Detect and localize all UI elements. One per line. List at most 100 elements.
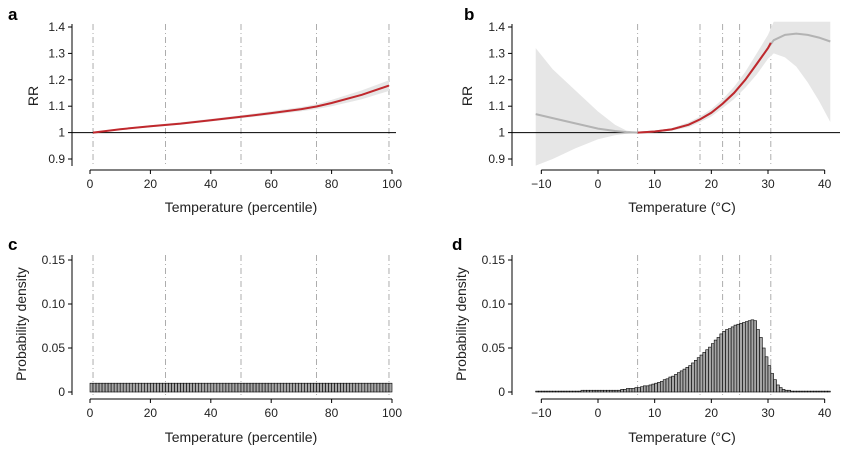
panel-d-x-tick-label: 40	[818, 406, 832, 420]
panel-a-y-tick-label: 0.9	[48, 152, 65, 166]
panel-d-histogram-bar	[662, 379, 667, 393]
panel-b-y-tick-label: 1.1	[488, 99, 505, 113]
panel-letter-c: c	[8, 235, 17, 254]
panel-c-histogram-bar	[310, 382, 314, 393]
panel-d-histogram-bar	[773, 379, 777, 393]
panel-c-histogram-bar	[159, 382, 163, 393]
panel-c-histogram-bar	[122, 382, 127, 393]
panel-d-histogram-bar	[643, 385, 647, 393]
panel-c-histogram-bar	[273, 382, 278, 393]
panel-d-histogram-bar	[645, 385, 650, 393]
panel-d-histogram-bar	[569, 390, 573, 393]
panel-d-histogram-bar	[572, 390, 576, 393]
panel-d-histogram-bar	[600, 389, 604, 393]
panel-c-y-axis-label: Probability density	[13, 267, 29, 381]
panel-d-histogram-bar	[597, 389, 602, 393]
panel-d-histogram-bar	[719, 333, 723, 393]
panel-c-histogram-bar	[340, 382, 344, 393]
panel-d-histogram-bar	[541, 390, 545, 393]
panel-c-histogram-bar	[246, 382, 251, 393]
panel-c-histogram-bar	[316, 382, 320, 393]
panel-d-histogram-bar	[665, 378, 670, 393]
panel-b-x-tick-label: 20	[705, 177, 719, 191]
panel-c-histogram-bar	[165, 382, 169, 393]
panel-c-histogram-bar	[138, 382, 142, 393]
panel-d-histogram-bar	[827, 390, 831, 393]
panel-c-histogram-bar	[382, 382, 387, 393]
panel-d-histogram-bar	[798, 390, 803, 393]
panel-c-histogram-bar	[282, 382, 287, 393]
panel-c-histogram-bar	[234, 382, 239, 393]
panel-d-histogram-bar	[626, 388, 630, 393]
panel-a-y-tick-label: 1	[58, 126, 65, 140]
panel-c-histogram-bar	[343, 382, 347, 393]
panel-b-x-tick-label: 10	[648, 177, 662, 191]
panel-letter-d: d	[452, 235, 462, 254]
panel-d-histogram-bar	[538, 390, 542, 393]
panel-d-histogram-bar	[776, 384, 780, 393]
panel-a-rr-line	[92, 84, 390, 134]
panel-d-histogram-bar	[750, 319, 755, 393]
panel-d-histogram-bar	[560, 390, 565, 393]
panel-d-histogram-bar	[682, 368, 687, 393]
panel-c-histogram-bar	[255, 382, 260, 393]
panel-c-histogram-bar	[171, 382, 175, 393]
panel-c-histogram-bar	[213, 382, 218, 393]
panel-d-x-axis-label: Temperature (°C)	[628, 429, 736, 445]
panel-c-histogram-bar	[125, 382, 130, 393]
panel-d-y-tick-label: 0.15	[482, 253, 506, 267]
panel-c-histogram-bar	[349, 382, 354, 393]
panel-c-histogram-bar	[322, 382, 326, 393]
panel-c-histogram-bar	[270, 382, 275, 393]
panel-d-histogram-bar	[620, 389, 624, 393]
panel-d-histogram-bar	[637, 387, 641, 393]
panel-c-histogram-bar	[352, 382, 357, 393]
panel-c-histogram-bar	[192, 382, 196, 393]
panel-c-histogram-bar	[313, 382, 317, 393]
panel-a-rr-percentile-chart: 0.9 1 1.1 1.2 1.3 1.4 0 20 40 60 80 100	[48, 20, 402, 191]
panel-d-histogram-bar	[592, 389, 596, 393]
panel-c-histogram-bar	[141, 382, 145, 393]
panel-c-histogram-bar	[337, 382, 341, 393]
panel-d-histogram-bar	[722, 330, 726, 393]
panel-b-x-tick-label: 30	[761, 177, 775, 191]
panel-c-histogram-bar	[258, 382, 263, 393]
panel-d-histogram-bar	[577, 390, 582, 393]
panel-d-histogram-bar	[787, 389, 791, 393]
panel-c-histogram-bar	[198, 382, 203, 393]
panel-c-histogram-bar	[319, 382, 323, 393]
panel-c-histogram-bar	[325, 382, 329, 393]
panel-c-histogram-bar	[331, 382, 335, 393]
panel-c-histogram-bar	[219, 382, 224, 393]
panel-d-histogram-bar	[779, 387, 783, 393]
panel-c-histogram-bar	[177, 382, 181, 393]
panel-c-histogram-bar	[110, 382, 115, 393]
panel-b-x-axis-label: Temperature (°C)	[628, 199, 736, 215]
panel-c-y-tick-label: 0.05	[42, 341, 66, 355]
panel-c-x-tick-label: 100	[382, 406, 402, 420]
panel-d-histogram-bar	[713, 339, 718, 393]
panel-a-confidence-band	[93, 80, 389, 133]
panel-d-histogram-bar	[801, 390, 806, 393]
panel-a-x-tick-label: 20	[144, 177, 158, 191]
panel-c-histogram-bar	[385, 382, 390, 393]
panel-c-histogram-bar	[285, 382, 290, 393]
panel-d-histogram-bar	[552, 390, 556, 393]
panel-c-histogram-bar	[189, 382, 193, 393]
panel-d-histogram-bar	[716, 337, 721, 393]
panel-d-histogram-bar	[549, 390, 553, 393]
panel-d-histogram-bar	[810, 390, 814, 393]
panel-c-y-tick-label: 0.10	[42, 297, 66, 311]
panel-d-histogram-bar	[821, 390, 825, 393]
panel-d-histogram-bar	[696, 357, 701, 393]
panel-c-histogram-bar	[370, 382, 375, 393]
panel-a-y-tick-label: 1.3	[48, 46, 65, 60]
panel-d-histogram-bar	[767, 365, 772, 393]
panel-a-x-axis-label: Temperature (percentile)	[165, 199, 318, 215]
panel-d-x-tick-label: 0	[595, 406, 602, 420]
panel-c-histogram-bar	[307, 382, 311, 393]
panel-d-x-tick-label: 20	[705, 406, 719, 420]
panel-a-y-tick-label: 1.2	[48, 73, 65, 87]
panel-c-histogram-bar	[101, 382, 106, 393]
panel-d-histogram-bar	[609, 389, 613, 393]
